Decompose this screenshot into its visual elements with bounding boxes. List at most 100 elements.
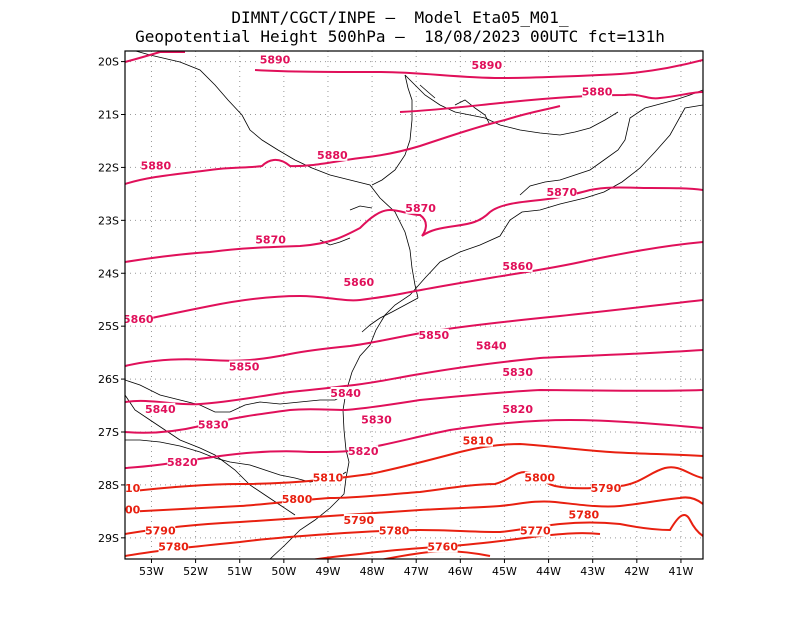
contour-label-5840: 5840 xyxy=(476,339,507,352)
border-arg xyxy=(125,394,296,516)
contour-label-bg xyxy=(582,85,613,98)
latitude-axis: 20S 21S 22S 23S 24S 25S 26S 27S 28S 29S xyxy=(98,56,125,545)
contour-label-5870: 5870 xyxy=(255,234,286,247)
coastline-borders xyxy=(125,51,703,559)
contour-label-bg xyxy=(229,360,260,373)
contour-label-5820: 5820 xyxy=(348,445,379,458)
contour-label-5780: 5780 xyxy=(158,540,189,553)
lon-tick-label: 46W xyxy=(448,565,473,578)
contour-label-bg xyxy=(317,148,348,161)
contour-label-5780: 5780 xyxy=(569,509,600,522)
contour-label-5800: 5800 xyxy=(282,493,313,506)
contour-label-bg xyxy=(167,455,198,468)
contour-5860 xyxy=(125,241,703,325)
contour-label-5810: 5810 xyxy=(463,435,494,448)
contour-label-bg xyxy=(145,402,176,415)
contour-5840 xyxy=(125,349,703,406)
contour-label-5790: 5790 xyxy=(145,525,176,538)
contour-label-5860: 5860 xyxy=(344,276,375,289)
contour-5850 xyxy=(125,299,703,367)
contour-label-5890: 5890 xyxy=(260,54,291,67)
contour-label-bg xyxy=(125,482,140,495)
contour-label-bg xyxy=(125,503,140,516)
contour-label-5770: 5770 xyxy=(520,525,551,538)
lat-tick-label: 25S xyxy=(98,320,119,333)
contour-label-5810: 5810 xyxy=(313,472,344,485)
contour-5880-south xyxy=(125,105,561,185)
map-frame xyxy=(124,50,704,560)
lat-tick-label: 27S xyxy=(98,426,119,439)
contour-label-5890: 5890 xyxy=(471,59,502,72)
state-border-sp-mg xyxy=(404,74,619,136)
longitude-axis: 53W 52W 51W 50W 49W 48W 47W 46W 45W 44W 43W 42W 41W xyxy=(139,559,693,578)
contour-label-5840: 5840 xyxy=(145,403,176,416)
reservoir-2 xyxy=(349,205,373,211)
contour-label-bg xyxy=(476,339,507,352)
contour-label-5840: 5840 xyxy=(330,387,361,400)
contour-5800 xyxy=(125,466,703,513)
contour-label-bg xyxy=(502,365,533,378)
contour-label-bg xyxy=(125,312,154,325)
contour-5780 xyxy=(125,514,703,557)
contour-5790 xyxy=(125,496,703,535)
contour-label-bg xyxy=(520,524,551,537)
contour-label-5790: 5790 xyxy=(344,514,375,527)
contour-label-5870: 5870 xyxy=(405,202,436,215)
reservoir-3 xyxy=(454,99,491,126)
contour-label-5880: 5880 xyxy=(317,149,348,162)
map-title-line2: Geopotential Height 500hPa – 18/08/2023 … xyxy=(135,27,665,46)
lat-tick-label: 22S xyxy=(98,161,119,174)
contour-label-bg xyxy=(502,402,533,415)
lon-tick-label: 50W xyxy=(271,565,296,578)
reservoir-4 xyxy=(419,84,436,99)
state-border-pr-sp xyxy=(361,297,419,333)
contour-label-5860: 5860 xyxy=(502,260,533,273)
contour-label-bg xyxy=(462,434,493,447)
contour-label-5800: 5800 xyxy=(524,472,555,485)
lon-tick-label: 53W xyxy=(139,565,164,578)
contour-label-bg xyxy=(198,418,229,431)
contour-label-5830: 5830 xyxy=(502,366,533,379)
contour-label-bg xyxy=(330,386,361,399)
contour-label-bg xyxy=(343,275,374,288)
lat-tick-label: 24S xyxy=(98,267,119,280)
contour-label-bg xyxy=(546,185,577,198)
lat-tick-label: 20S xyxy=(98,56,119,69)
lat-tick-label: 26S xyxy=(98,373,119,386)
lon-tick-label: 43W xyxy=(580,565,605,578)
contour-label-5790: 5790 xyxy=(591,482,622,495)
contour-label-5830: 5830 xyxy=(198,419,229,432)
contour-5890 xyxy=(125,51,703,80)
contour-label-bg xyxy=(158,540,189,553)
contour-label-bg xyxy=(260,53,291,66)
contour-label-5860: 5860 xyxy=(123,313,154,326)
contour-label-5810: 5810 xyxy=(110,482,141,495)
lat-tick-label: 23S xyxy=(98,214,119,227)
coastline xyxy=(269,104,703,559)
contour-label-bg xyxy=(405,201,436,214)
contour-label-5820: 5820 xyxy=(502,403,533,416)
lon-tick-label: 41W xyxy=(669,565,694,578)
contour-label-5880: 5880 xyxy=(582,85,613,98)
contour-label-bg xyxy=(348,445,379,458)
lon-tick-label: 44W xyxy=(536,565,561,578)
lat-tick-label: 21S xyxy=(98,109,119,122)
contour-label-5820: 5820 xyxy=(167,456,198,469)
state-border-ms-sp xyxy=(134,51,419,299)
lon-tick-label: 49W xyxy=(316,565,341,578)
lat-tick-label: 29S xyxy=(98,532,119,545)
contour-label-bg xyxy=(145,524,176,537)
contour-label-5880: 5880 xyxy=(141,159,172,172)
contour-5870-west xyxy=(125,186,703,263)
contour-label-bg xyxy=(361,413,392,426)
contour-labels: 5890 5890 5880 5880 5880 5870 5870 5870 5860 5860… xyxy=(110,53,622,553)
state-border-pr-sc xyxy=(125,379,347,413)
contour-label-5870: 5870 xyxy=(546,186,577,199)
lon-tick-label: 48W xyxy=(360,565,385,578)
contour-label-bg xyxy=(418,328,449,341)
contour-label-bg xyxy=(590,482,621,495)
contour-label-5850: 5850 xyxy=(419,329,450,342)
lon-tick-label: 51W xyxy=(227,565,252,578)
contour-label-5850: 5850 xyxy=(229,361,260,374)
